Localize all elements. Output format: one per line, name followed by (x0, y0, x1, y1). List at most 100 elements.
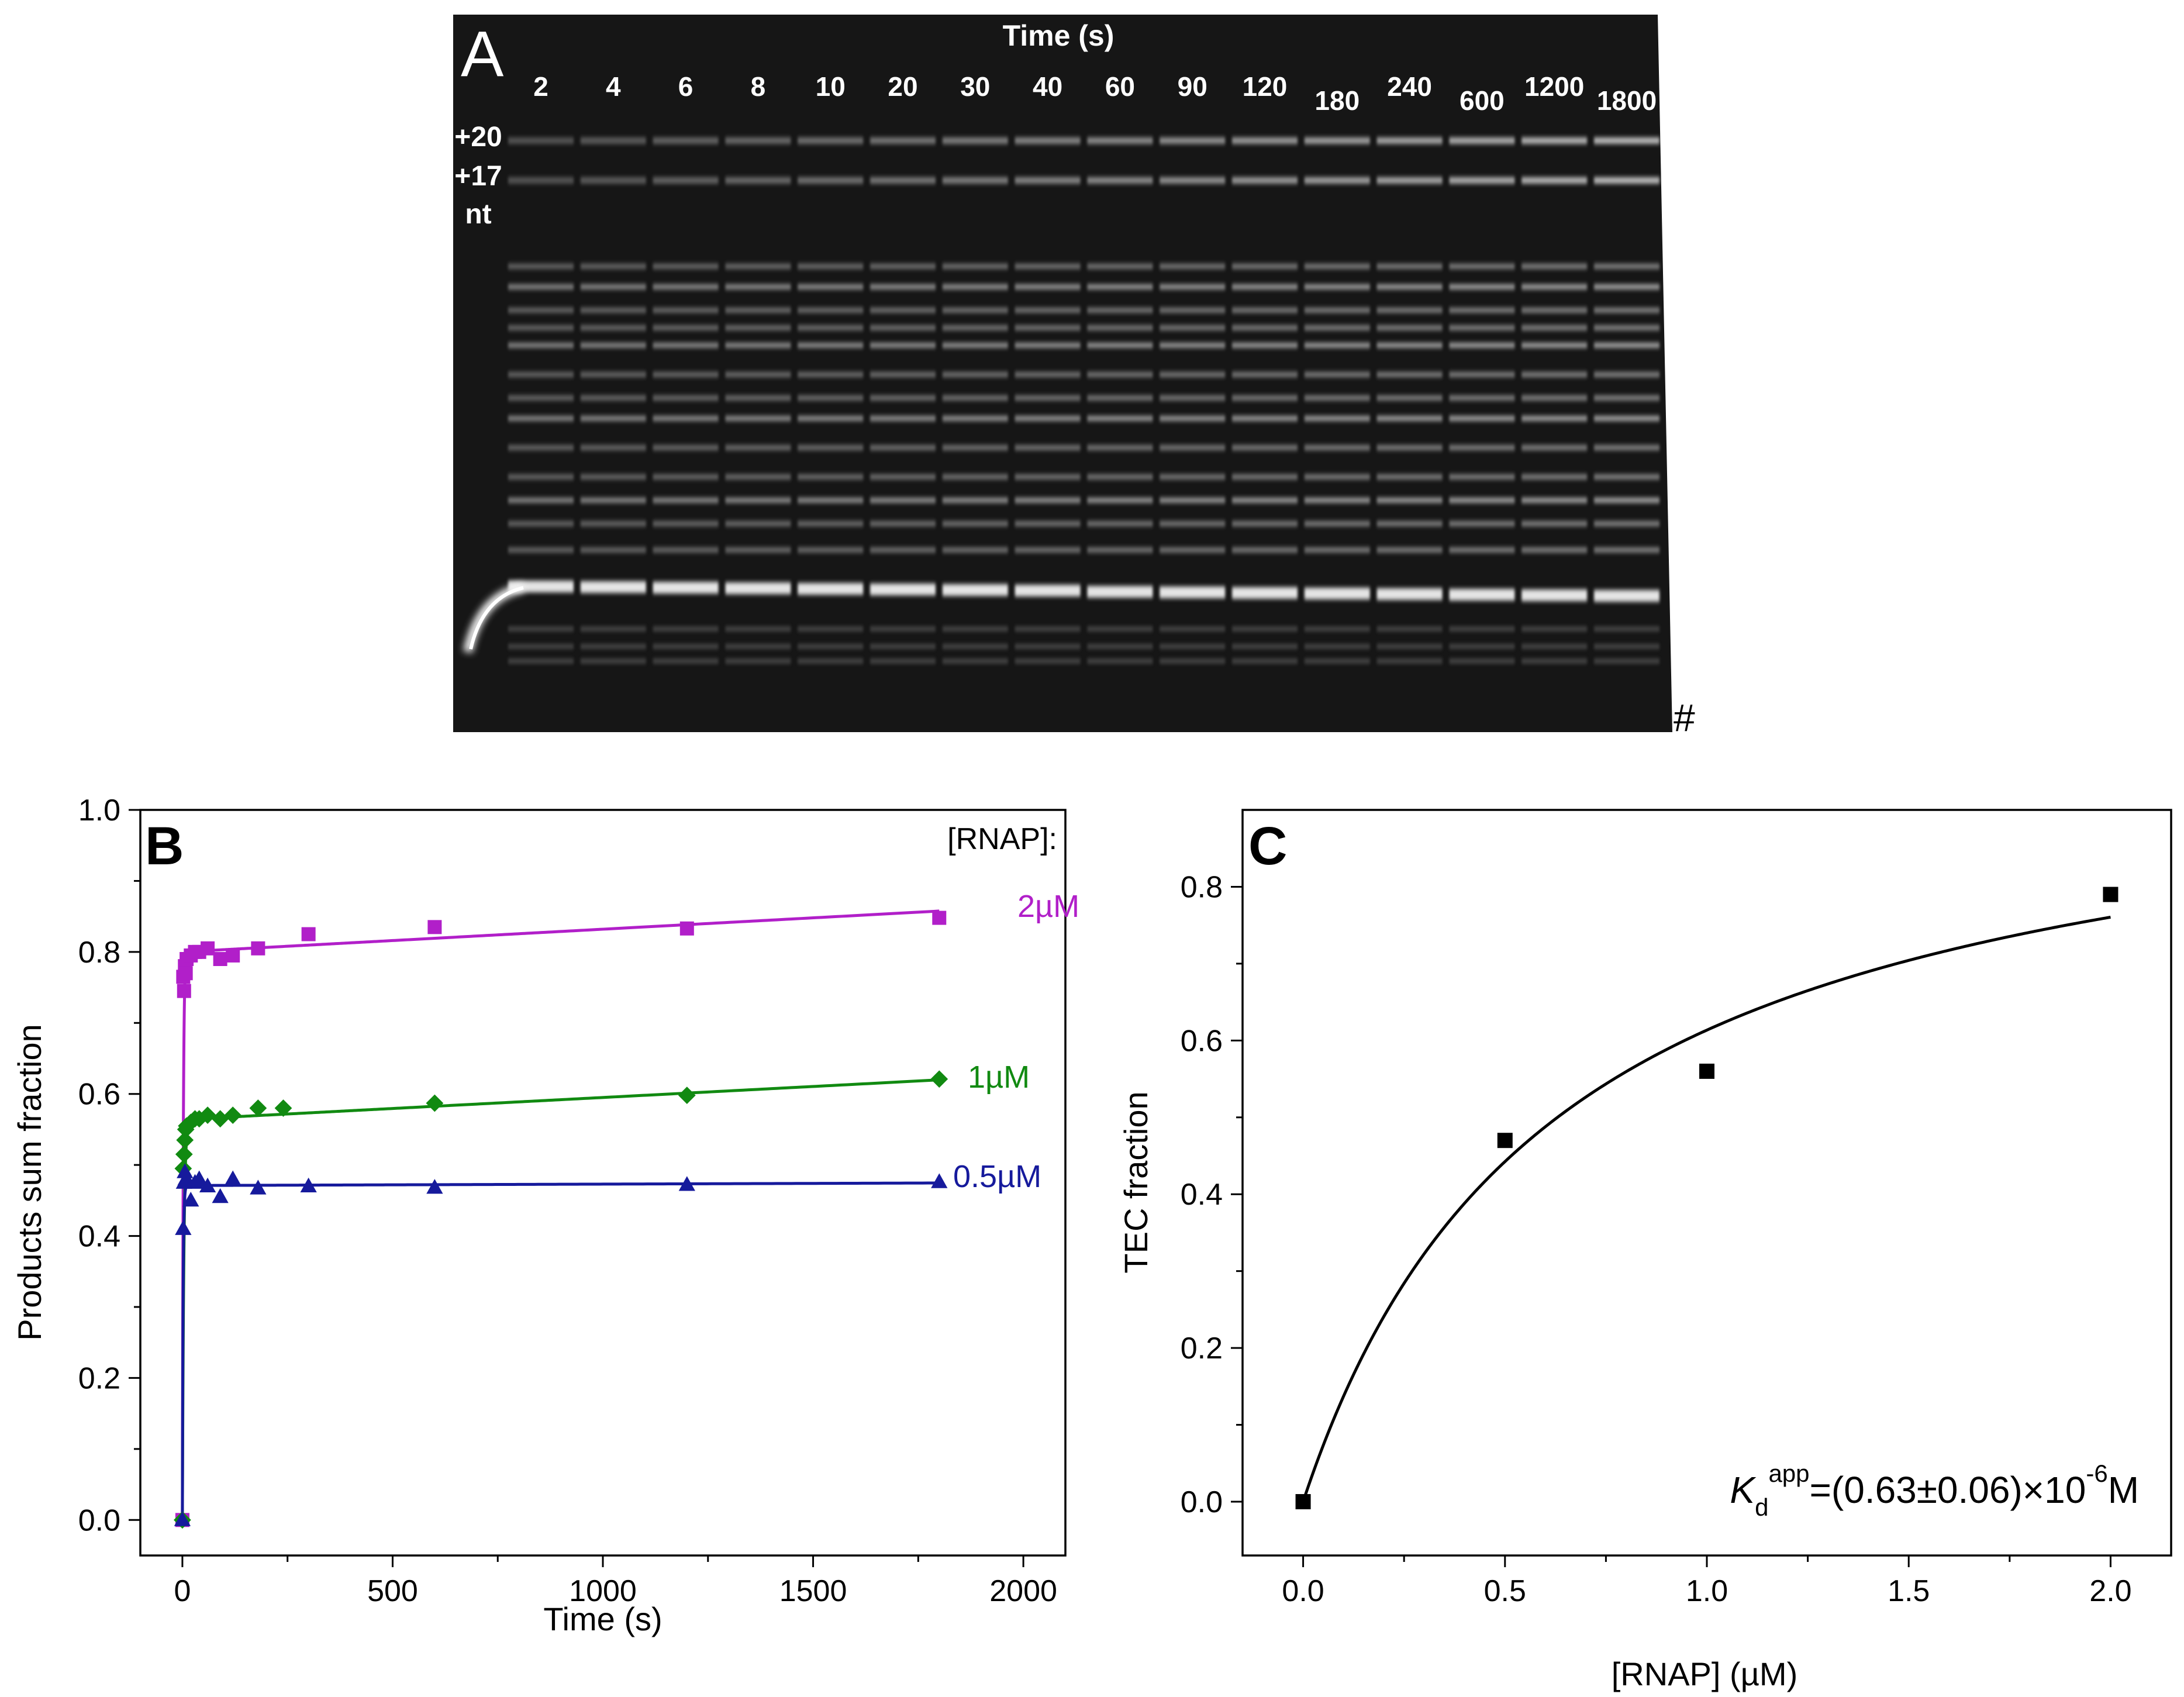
gel-band (1232, 343, 1298, 348)
y-tick-label: 0.0 (1181, 1485, 1223, 1519)
gel-band (1232, 474, 1298, 480)
data-point (1295, 1494, 1311, 1509)
gel-band (1376, 547, 1443, 553)
legend-05um: 0.5µM (953, 1159, 1041, 1194)
gel-band (1232, 498, 1298, 503)
gel-band (1232, 416, 1298, 421)
gel-band (1521, 521, 1588, 526)
y-tick-label: 0.2 (1181, 1332, 1223, 1365)
gel-band (870, 137, 936, 144)
data-point (177, 1163, 194, 1178)
gel-band (1087, 547, 1153, 553)
lane-label: 90 (1178, 71, 1207, 102)
gel-band (1304, 372, 1370, 377)
lane-label: 120 (1243, 71, 1288, 102)
gel-band (1232, 284, 1298, 289)
gel-band (1449, 264, 1515, 269)
gel-band (1304, 445, 1370, 450)
gel-band (1376, 284, 1443, 289)
gel-band (1376, 177, 1443, 184)
gel-band (1594, 445, 1659, 450)
gel-main-band (1304, 588, 1370, 599)
gel-band (1521, 343, 1588, 348)
data-point (212, 1188, 229, 1203)
gel-band (1160, 343, 1226, 348)
panel-c-fit-line (1302, 915, 2111, 1502)
data-point (251, 941, 265, 956)
gel-band (1087, 644, 1153, 649)
gel-band (1594, 137, 1659, 144)
data-point (249, 1099, 267, 1117)
data-point (931, 1173, 948, 1188)
panel-c-x-label: [RNAP] (µM) (1612, 1655, 1797, 1692)
x-tick-label: 1000 (569, 1574, 637, 1608)
gel-band (1449, 521, 1515, 526)
data-point (201, 941, 215, 956)
data-point (301, 927, 316, 941)
fit-line (181, 909, 940, 1520)
gel-band (580, 659, 646, 663)
gel-band (1521, 177, 1588, 184)
data-point (175, 1220, 192, 1235)
gel-band (580, 498, 646, 503)
gel-lane (1449, 137, 1515, 663)
gel-band (653, 547, 719, 553)
gel-band (1015, 547, 1081, 553)
gel-band (798, 474, 864, 480)
gel-band (1521, 264, 1588, 269)
gel-band (580, 177, 646, 184)
x-tick-label: 1.5 (1888, 1574, 1930, 1608)
gel-band (942, 284, 1008, 289)
gel-band (508, 445, 574, 450)
gel-band (1594, 474, 1659, 480)
data-point (178, 966, 193, 981)
gel-band (653, 627, 719, 631)
gel-lane (1376, 137, 1443, 663)
gel-band (1304, 177, 1370, 184)
gel-band (798, 416, 864, 421)
gel-main-band (508, 581, 574, 592)
gel-band (942, 521, 1008, 526)
gel-band (942, 343, 1008, 348)
gel-band (1594, 547, 1659, 553)
gel-lane (1232, 137, 1298, 663)
gel-band (1594, 416, 1659, 421)
gel-main-band (1232, 587, 1298, 599)
y-tick-label: 0.8 (1181, 870, 1223, 904)
gel-band (1376, 498, 1443, 503)
gel-band (1594, 325, 1659, 330)
gel-band (1160, 284, 1226, 289)
legend-2um: 2µM (1017, 889, 1079, 924)
gel-band (1015, 308, 1081, 313)
gel-band (870, 498, 936, 503)
panel-b-fit-lines (181, 909, 940, 1520)
gel-band (1160, 372, 1226, 377)
gel-band (580, 644, 646, 649)
x-tick-label: 0 (174, 1574, 191, 1608)
x-tick-label: 2.0 (2089, 1574, 2131, 1608)
data-point (932, 910, 947, 925)
gel-band (508, 372, 574, 377)
lane-label: 1800 (1597, 85, 1657, 116)
gel-band (1594, 264, 1659, 269)
gel-band (1087, 308, 1153, 313)
gel-band (1521, 395, 1588, 401)
gel-band (1160, 547, 1226, 553)
gel-band (1376, 416, 1443, 421)
gel-band (1232, 177, 1298, 184)
gel-band (1304, 498, 1370, 503)
gel-band (1449, 372, 1515, 377)
gel-band (653, 445, 719, 450)
data-point (175, 1146, 193, 1163)
data-point (300, 1177, 317, 1192)
gel-band (1304, 284, 1370, 289)
gel-band (725, 137, 791, 144)
gel-band (653, 416, 719, 421)
gel-band (942, 395, 1008, 401)
panel-c-y-label: TEC fraction (1117, 1091, 1154, 1273)
hyperbolic-fit-line (1302, 915, 2111, 1502)
gel-band (653, 521, 719, 526)
gel-band (1087, 521, 1153, 526)
gel-band (1304, 627, 1370, 631)
fit-line (181, 1078, 940, 1520)
